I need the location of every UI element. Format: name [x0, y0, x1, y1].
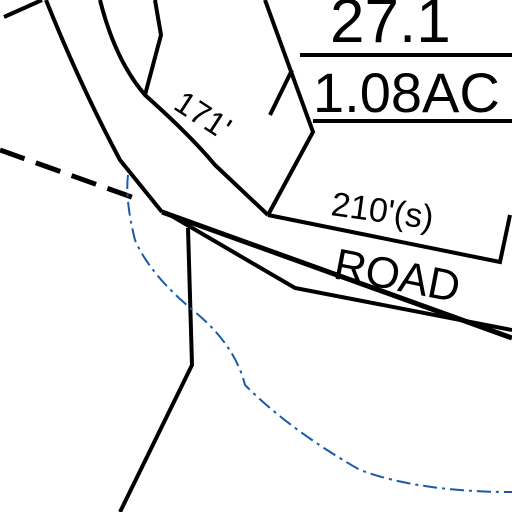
stream — [126, 174, 512, 493]
road-edge — [168, 213, 512, 332]
boundary-line — [3, 0, 43, 19]
acreage: 1.08AC — [313, 61, 500, 124]
road-edge — [44, 0, 164, 214]
frontage-label: 171' — [168, 84, 238, 147]
parcel-number: 27.1 — [330, 0, 451, 56]
dashed-line — [0, 147, 141, 203]
boundary-line — [267, 213, 512, 265]
boundary-line — [118, 227, 195, 512]
boundary-line — [268, 69, 294, 116]
boundary-line — [143, 0, 164, 96]
boundary-line — [263, 0, 316, 216]
